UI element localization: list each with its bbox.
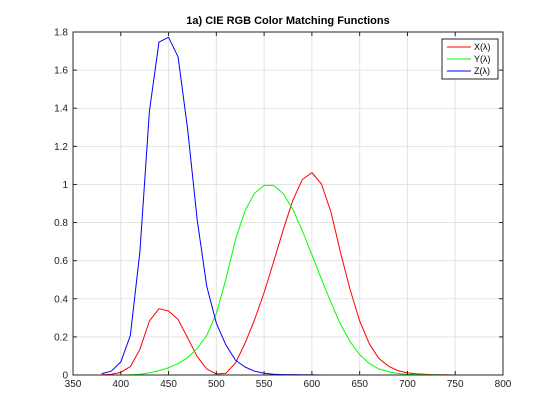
x-tick-label-3: 500 — [208, 379, 225, 390]
series-line-1 — [101, 172, 484, 376]
y-tick-label-0: 0 — [62, 371, 68, 382]
y-tick-label-3: 0.6 — [54, 256, 68, 267]
legend-label-1: X(λ) — [474, 42, 491, 52]
y-tick-label-4: 0.8 — [54, 218, 68, 229]
y-tick-label-1: 0.2 — [54, 332, 68, 343]
y-tick-label-7: 1.4 — [54, 104, 68, 115]
x-tick-label-6: 650 — [351, 379, 368, 390]
x-tick-label-8: 750 — [447, 379, 464, 390]
chart-title: 1a) CIE RGB Color Matching Functions — [186, 15, 390, 27]
x-tick-label-9: 800 — [495, 379, 512, 390]
x-tick-label-4: 550 — [256, 379, 273, 390]
x-tick-label-1: 400 — [112, 379, 129, 390]
y-tick-label-6: 1.2 — [54, 142, 68, 153]
ticks: 350 400 450 500 550 600 650 700 750 800 0 0.2 0.4 0.6… — [54, 28, 512, 391]
y-tick-label-5: 1 — [62, 180, 68, 191]
legend: X(λ) Y(λ) Z(λ) — [441, 38, 499, 80]
x-tick-label-2: 450 — [160, 379, 177, 390]
legend-label-3: Z(λ) — [474, 66, 490, 76]
y-tick-label-9: 1.8 — [54, 28, 68, 39]
y-tick-label-8: 1.6 — [54, 66, 68, 77]
plot-frame — [72, 31, 504, 376]
y-tick-label-2: 0.4 — [54, 294, 68, 305]
x-tick-label-7: 700 — [399, 379, 416, 390]
x-tick-label-0: 350 — [65, 379, 82, 390]
x-tick-label-5: 600 — [304, 379, 321, 390]
legend-label-2: Y(λ) — [474, 54, 491, 64]
